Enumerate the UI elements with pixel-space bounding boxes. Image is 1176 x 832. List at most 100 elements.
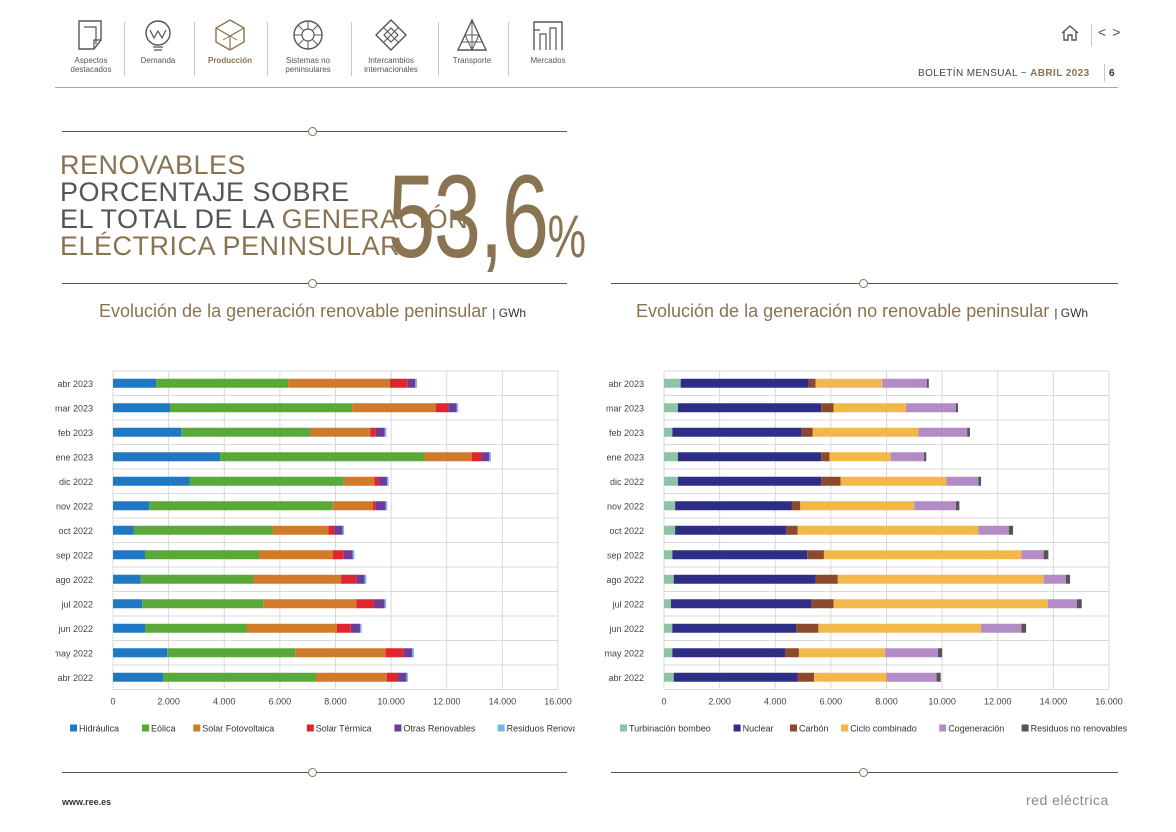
page-number: 6 [1109, 68, 1115, 79]
legend-swatch [142, 724, 149, 732]
y-category-label: feb 2023 [609, 428, 644, 438]
nav-item-intercambios[interactable]: Intercambios internacionales [355, 18, 427, 74]
bar-segment [800, 501, 915, 511]
bar-segment [156, 378, 289, 388]
y-category-label: may 2022 [605, 648, 644, 658]
nav-divider [351, 22, 352, 76]
nav-divider [508, 22, 509, 76]
bar-segment [374, 476, 379, 486]
bar-segment [375, 427, 385, 437]
legend-swatch [841, 724, 849, 732]
y-category-label: abr 2023 [57, 379, 93, 389]
prev-page-button[interactable]: < [1098, 24, 1113, 40]
y-category-label: oct 2022 [609, 526, 644, 536]
y-category-label: mar 2023 [606, 403, 644, 413]
bar-segment [814, 672, 887, 682]
nav-label: Producción [207, 56, 252, 65]
header-divider [1104, 64, 1105, 82]
document-icon [78, 20, 102, 50]
nav-item-demanda[interactable]: Demanda [122, 18, 194, 65]
bar-segment [113, 501, 150, 511]
x-tick-label: 10.000 [377, 697, 405, 707]
island-wheel-icon [293, 20, 323, 50]
share-number: 53,6 [388, 151, 549, 283]
bar-segment [796, 623, 819, 633]
bar-segment [677, 476, 822, 486]
bar-segment [352, 550, 355, 560]
bar-segment [435, 403, 449, 413]
bar-segment [356, 599, 375, 609]
nav-item-produccion[interactable]: Producción [194, 18, 266, 65]
bar-segment [978, 525, 1009, 535]
bar-segment [833, 403, 906, 413]
bar-segment [259, 550, 333, 560]
bar-segment [246, 623, 337, 633]
bar-segment [384, 599, 387, 609]
bar-segment [673, 672, 798, 682]
production-cube-icon [215, 19, 245, 51]
bar-segment [310, 427, 371, 437]
y-category-label: feb 2023 [58, 428, 93, 438]
bar-segment [956, 501, 960, 511]
y-category-label: ene 2023 [55, 452, 93, 462]
header-divider [1091, 24, 1092, 46]
bar-segment [352, 403, 436, 413]
headline-text: RENOVABLES PORCENTAJE SOBRE EL TOTAL DE … [60, 152, 468, 260]
nav-item-sistemas[interactable]: Sistemas no peninsulares [272, 18, 344, 74]
y-category-label: ago 2022 [55, 575, 93, 585]
bar-segment [840, 476, 947, 486]
footer-url[interactable]: www.ree.es [62, 797, 112, 807]
bar-segment [808, 378, 816, 388]
bar-segment [672, 623, 797, 633]
legend-swatch [394, 724, 402, 732]
bar-segment [149, 501, 333, 511]
bar-segment [1043, 550, 1049, 560]
nav-item-mercados[interactable]: Mercados [512, 18, 584, 65]
bar-segment [1021, 550, 1044, 560]
y-category-label: sep 2022 [56, 550, 93, 560]
bar-segment [885, 648, 938, 658]
nav-item-aspectos[interactable]: Aspectos destacados [55, 18, 127, 74]
bar-segment [113, 403, 171, 413]
y-category-label: ago 2022 [606, 575, 644, 585]
market-building-icon [533, 21, 563, 50]
chart-title-renewable: Evolución de la generación renovable pen… [99, 301, 526, 322]
home-icon[interactable] [1060, 24, 1080, 42]
bar-segment [181, 427, 311, 437]
legend-label: Residuos no renovables [1031, 724, 1128, 734]
bar-segment [664, 672, 674, 682]
bulletin-title: BOLETÍN MENSUAL ~ ABRIL 2023 [918, 68, 1090, 79]
bar-segment [359, 623, 362, 633]
bar-segment [672, 550, 808, 560]
bar-segment [791, 501, 801, 511]
bar-segment [263, 599, 357, 609]
bar-segment [471, 452, 482, 462]
bar-segment [481, 452, 490, 462]
x-tick-label: 0 [661, 697, 666, 707]
y-category-label: jun 2022 [57, 624, 93, 634]
bar-segment [113, 525, 134, 535]
bar-segment [797, 672, 815, 682]
y-category-label: nov 2022 [56, 501, 93, 511]
next-page-button[interactable]: > [1112, 24, 1127, 40]
bar-segment [336, 623, 351, 633]
footer-brand: red eléctrica [1026, 792, 1109, 808]
y-category-label: oct 2022 [58, 526, 93, 536]
bar-segment [384, 427, 387, 437]
x-tick-label: 12.000 [984, 697, 1012, 707]
renewable-share-value: 53,6% [388, 158, 586, 296]
bar-segment [670, 599, 812, 609]
nav-label: Demanda [140, 56, 176, 65]
bar-segment [905, 403, 957, 413]
x-tick-label: 14.000 [1040, 697, 1068, 707]
bar-segment [677, 452, 822, 462]
nav-item-transporte[interactable]: Transporte [436, 18, 508, 65]
nav-divider [438, 22, 439, 76]
header-rule [55, 87, 1118, 88]
bar-segment [113, 672, 164, 682]
bar-segment [924, 452, 927, 462]
bar-segment [407, 378, 416, 388]
x-tick-label: 12.000 [433, 697, 461, 707]
legend-swatch [733, 724, 741, 732]
y-category-label: dic 2022 [59, 477, 93, 487]
